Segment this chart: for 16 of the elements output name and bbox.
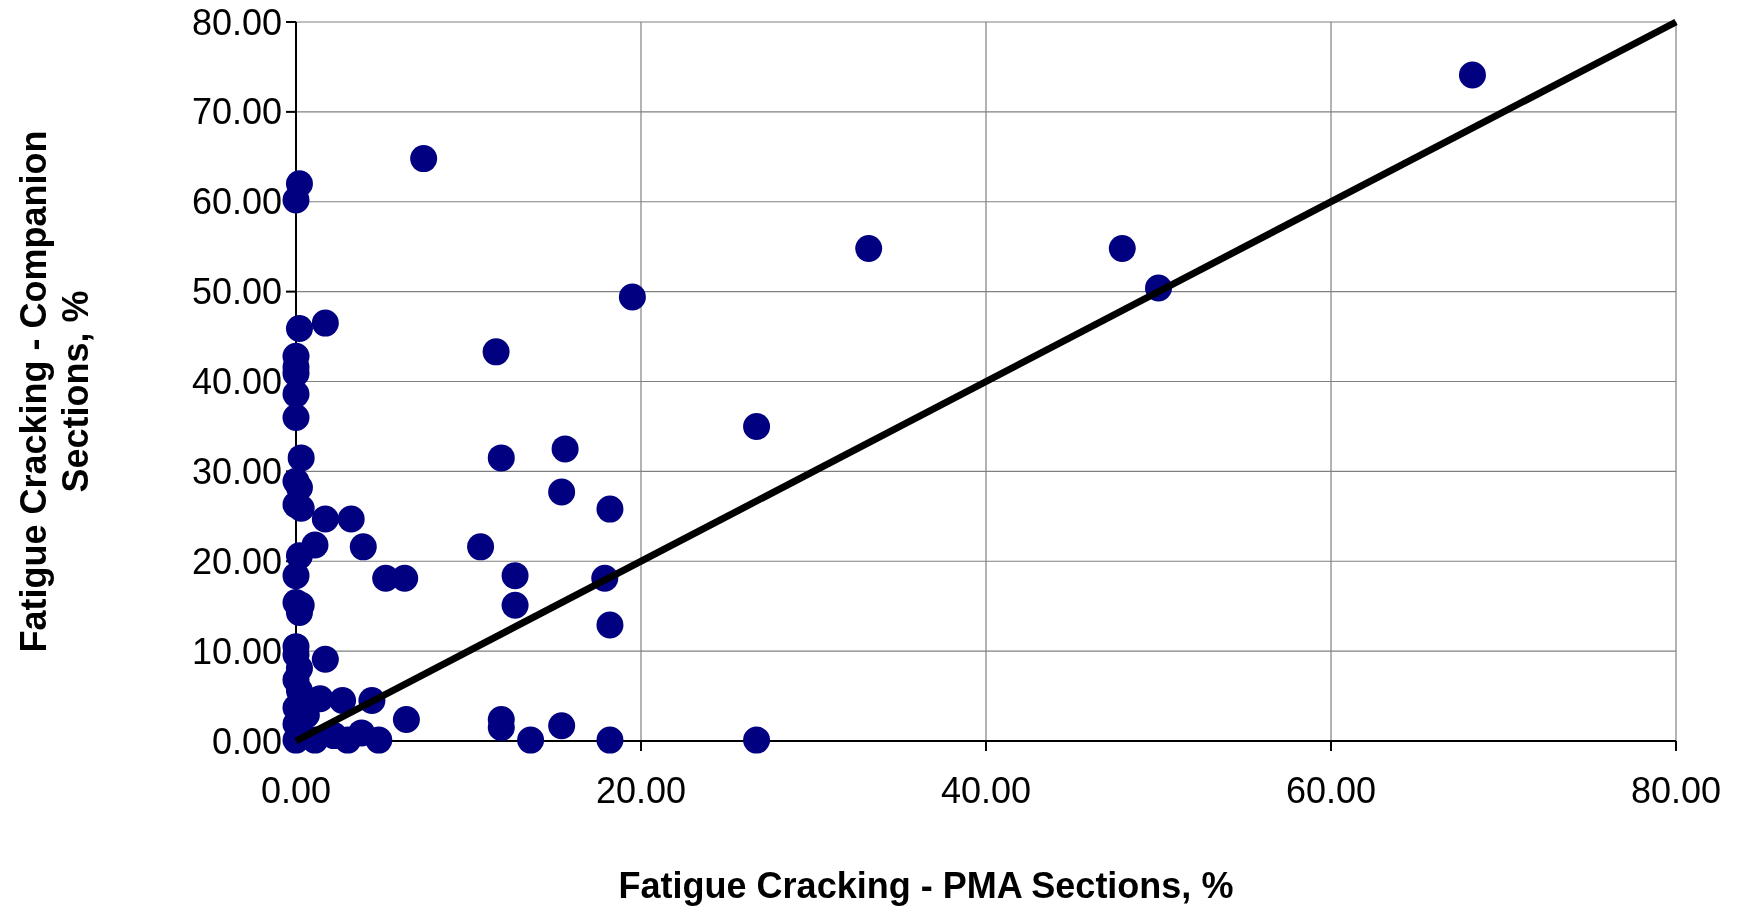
x-tick-label: 0.00 <box>260 770 332 811</box>
x-tick-label: 40.00 <box>940 770 1032 811</box>
x-tick-label: 20.00 <box>595 770 687 811</box>
y-tick-label: 0.00 <box>211 720 282 762</box>
x-axis-title: Fatigue Cracking - PMA Sections, % <box>618 865 1234 906</box>
y-tick-label: 40.00 <box>191 361 282 403</box>
x-tick-label: 60.00 <box>1285 770 1377 811</box>
y-axis-title: Fatigue Cracking - Companion Sections, % <box>13 130 96 653</box>
y-tick-label: 60.00 <box>191 181 282 223</box>
y-tick-label: 80.00 <box>191 1 282 43</box>
y-tick-label: 70.00 <box>191 91 282 133</box>
x-tick-label: 80.00 <box>1630 770 1722 811</box>
y-tick-label: 10.00 <box>191 630 282 672</box>
y-tick-label: 20.00 <box>191 540 282 582</box>
y-tick-label: 50.00 <box>191 271 282 313</box>
y-tick-label: 30.00 <box>191 450 282 492</box>
